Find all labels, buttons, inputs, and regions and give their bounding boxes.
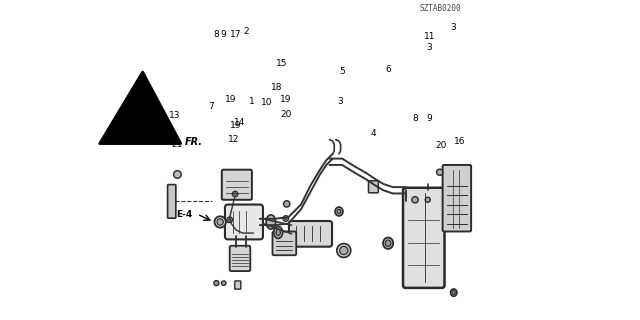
Text: 19: 19 xyxy=(225,95,236,104)
Ellipse shape xyxy=(335,207,343,216)
Circle shape xyxy=(340,246,348,255)
Ellipse shape xyxy=(383,237,393,249)
Text: 9: 9 xyxy=(221,29,227,39)
Text: SZTAB0200: SZTAB0200 xyxy=(419,4,461,13)
Text: 11: 11 xyxy=(424,32,435,41)
Text: 7: 7 xyxy=(208,102,214,111)
FancyBboxPatch shape xyxy=(403,188,445,288)
Text: 10: 10 xyxy=(261,98,273,107)
Text: 12: 12 xyxy=(228,135,239,144)
Ellipse shape xyxy=(274,227,283,238)
Text: 19: 19 xyxy=(280,95,292,105)
FancyBboxPatch shape xyxy=(369,181,378,193)
Circle shape xyxy=(228,219,231,221)
Text: 3: 3 xyxy=(426,43,432,52)
Text: E-4: E-4 xyxy=(177,210,193,219)
Text: 20: 20 xyxy=(280,110,291,119)
Text: 18: 18 xyxy=(271,83,282,92)
Text: 3: 3 xyxy=(338,97,344,106)
Circle shape xyxy=(283,216,289,221)
Text: 16: 16 xyxy=(454,137,465,146)
Circle shape xyxy=(227,217,232,223)
Text: 2: 2 xyxy=(244,28,250,36)
Text: 3: 3 xyxy=(450,23,456,32)
Circle shape xyxy=(173,171,181,178)
Circle shape xyxy=(214,216,226,228)
Circle shape xyxy=(214,281,219,286)
Circle shape xyxy=(221,281,226,285)
Text: 5: 5 xyxy=(339,67,345,76)
Text: 13: 13 xyxy=(169,111,180,120)
FancyBboxPatch shape xyxy=(225,204,263,239)
Circle shape xyxy=(217,219,223,225)
Text: 19: 19 xyxy=(230,121,242,130)
Ellipse shape xyxy=(451,289,457,296)
FancyBboxPatch shape xyxy=(289,221,332,247)
Circle shape xyxy=(337,244,351,258)
FancyBboxPatch shape xyxy=(222,170,252,200)
FancyBboxPatch shape xyxy=(230,246,250,271)
Text: 8: 8 xyxy=(412,115,418,124)
Ellipse shape xyxy=(337,209,341,214)
Ellipse shape xyxy=(431,268,434,272)
Circle shape xyxy=(234,193,236,195)
Ellipse shape xyxy=(385,240,391,246)
Text: 8: 8 xyxy=(213,29,219,39)
Text: 21: 21 xyxy=(171,140,182,149)
Text: FR.: FR. xyxy=(184,137,202,147)
Circle shape xyxy=(284,201,290,207)
Text: 20: 20 xyxy=(435,141,447,150)
Text: 6: 6 xyxy=(385,65,391,74)
FancyBboxPatch shape xyxy=(273,231,296,255)
FancyBboxPatch shape xyxy=(443,165,471,231)
Circle shape xyxy=(232,191,238,197)
Text: 9: 9 xyxy=(426,115,432,124)
Text: 17: 17 xyxy=(230,29,242,39)
Text: 1: 1 xyxy=(249,97,255,106)
FancyBboxPatch shape xyxy=(235,281,241,289)
Text: 14: 14 xyxy=(234,118,245,127)
Ellipse shape xyxy=(276,229,280,236)
Ellipse shape xyxy=(452,291,455,294)
Circle shape xyxy=(425,197,430,202)
Circle shape xyxy=(436,169,443,175)
Ellipse shape xyxy=(429,267,436,274)
Text: 15: 15 xyxy=(276,59,288,68)
Text: 4: 4 xyxy=(371,129,376,138)
Ellipse shape xyxy=(266,215,276,229)
FancyBboxPatch shape xyxy=(168,185,176,218)
Circle shape xyxy=(285,217,287,220)
Circle shape xyxy=(412,196,418,203)
